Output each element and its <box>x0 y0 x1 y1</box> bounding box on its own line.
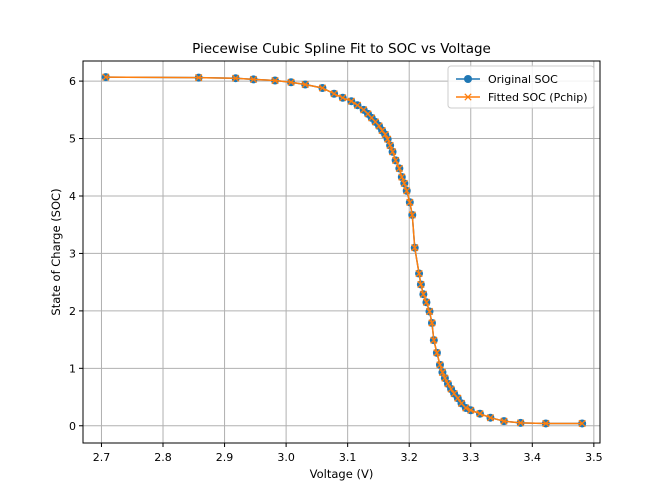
y-tick-label: 6 <box>69 75 76 88</box>
data-point <box>428 319 436 327</box>
data-point <box>398 173 406 181</box>
data-point <box>330 90 338 98</box>
x-tick-label: 2.8 <box>154 451 172 464</box>
data-point <box>516 419 525 427</box>
x-tick-label: 2.9 <box>216 451 234 464</box>
data-point <box>422 298 431 306</box>
x-tick-label: 2.7 <box>93 451 111 464</box>
legend-box <box>447 65 595 109</box>
x-tick-label: 3.3 <box>462 451 480 464</box>
data-point <box>411 244 419 252</box>
legend: Original SOC Fitted SOC (Pchip) <box>447 65 595 109</box>
x-tick-label: 3.1 <box>339 451 357 464</box>
data-point <box>353 101 362 109</box>
x-tick-label: 3.4 <box>524 451 542 464</box>
data-point <box>500 417 508 425</box>
data-point <box>400 179 408 188</box>
data-point <box>430 336 438 344</box>
data-point <box>417 280 425 289</box>
data-point <box>378 126 386 135</box>
legend-label: Original SOC <box>488 73 558 86</box>
data-point <box>447 385 455 393</box>
data-point <box>195 73 203 82</box>
data-point <box>436 361 444 369</box>
data-point <box>102 73 110 81</box>
data-point <box>231 74 240 82</box>
legend-marker <box>464 75 472 83</box>
series-fitted-soc <box>102 73 586 428</box>
chart-title: Piecewise Cubic Spline Fit to SOC vs Vol… <box>192 41 491 57</box>
data-point <box>287 78 295 86</box>
data-point <box>415 269 423 278</box>
data-point <box>542 419 550 428</box>
data-point <box>444 380 452 388</box>
data-point <box>375 122 383 130</box>
y-tick-label: 3 <box>69 247 76 260</box>
y-axis-label: State of Charge (SOC) <box>49 188 63 315</box>
legend-label: Fitted SOC (Pchip) <box>488 91 588 104</box>
data-point <box>578 419 586 428</box>
data-point <box>392 156 400 165</box>
data-point <box>403 187 411 195</box>
data-point <box>386 141 394 150</box>
y-tick-label: 2 <box>69 305 76 318</box>
y-tick-label: 5 <box>69 133 76 146</box>
data-point <box>271 76 279 85</box>
data-point <box>395 164 404 173</box>
data-point <box>433 349 441 357</box>
data-point <box>347 97 356 105</box>
axis-ticks: 2.7 2.8 2.9 3.0 3.1 3.2 3.3 3.4 3.5 0 1 2 3 4 5 6 <box>69 75 603 464</box>
data-point <box>388 148 397 156</box>
data-point <box>438 368 447 377</box>
data-point <box>249 75 258 84</box>
y-tick-label: 0 <box>69 420 76 433</box>
data-point <box>381 130 389 139</box>
plot-area <box>101 73 587 428</box>
data-point <box>441 374 449 382</box>
data-point <box>454 394 462 402</box>
data-point <box>408 211 416 219</box>
data-point <box>467 406 475 414</box>
x-tick-label: 3.0 <box>277 451 295 464</box>
data-point <box>462 404 470 412</box>
data-point <box>339 94 347 102</box>
legend-marker <box>464 93 472 101</box>
data-point <box>406 198 414 206</box>
y-tick-label: 1 <box>69 362 76 375</box>
x-axis-label: Voltage (V) <box>310 467 374 481</box>
data-point <box>425 307 434 316</box>
data-point <box>486 414 495 422</box>
data-point <box>384 135 392 143</box>
data-point <box>301 80 309 89</box>
grid <box>83 61 600 443</box>
data-point <box>476 410 484 418</box>
x-tick-label: 3.2 <box>400 451 418 464</box>
axes-frame <box>82 60 601 444</box>
data-point <box>419 290 428 298</box>
x-tick-label: 3.5 <box>585 451 603 464</box>
data-point <box>318 84 327 92</box>
y-tick-label: 4 <box>69 190 76 203</box>
